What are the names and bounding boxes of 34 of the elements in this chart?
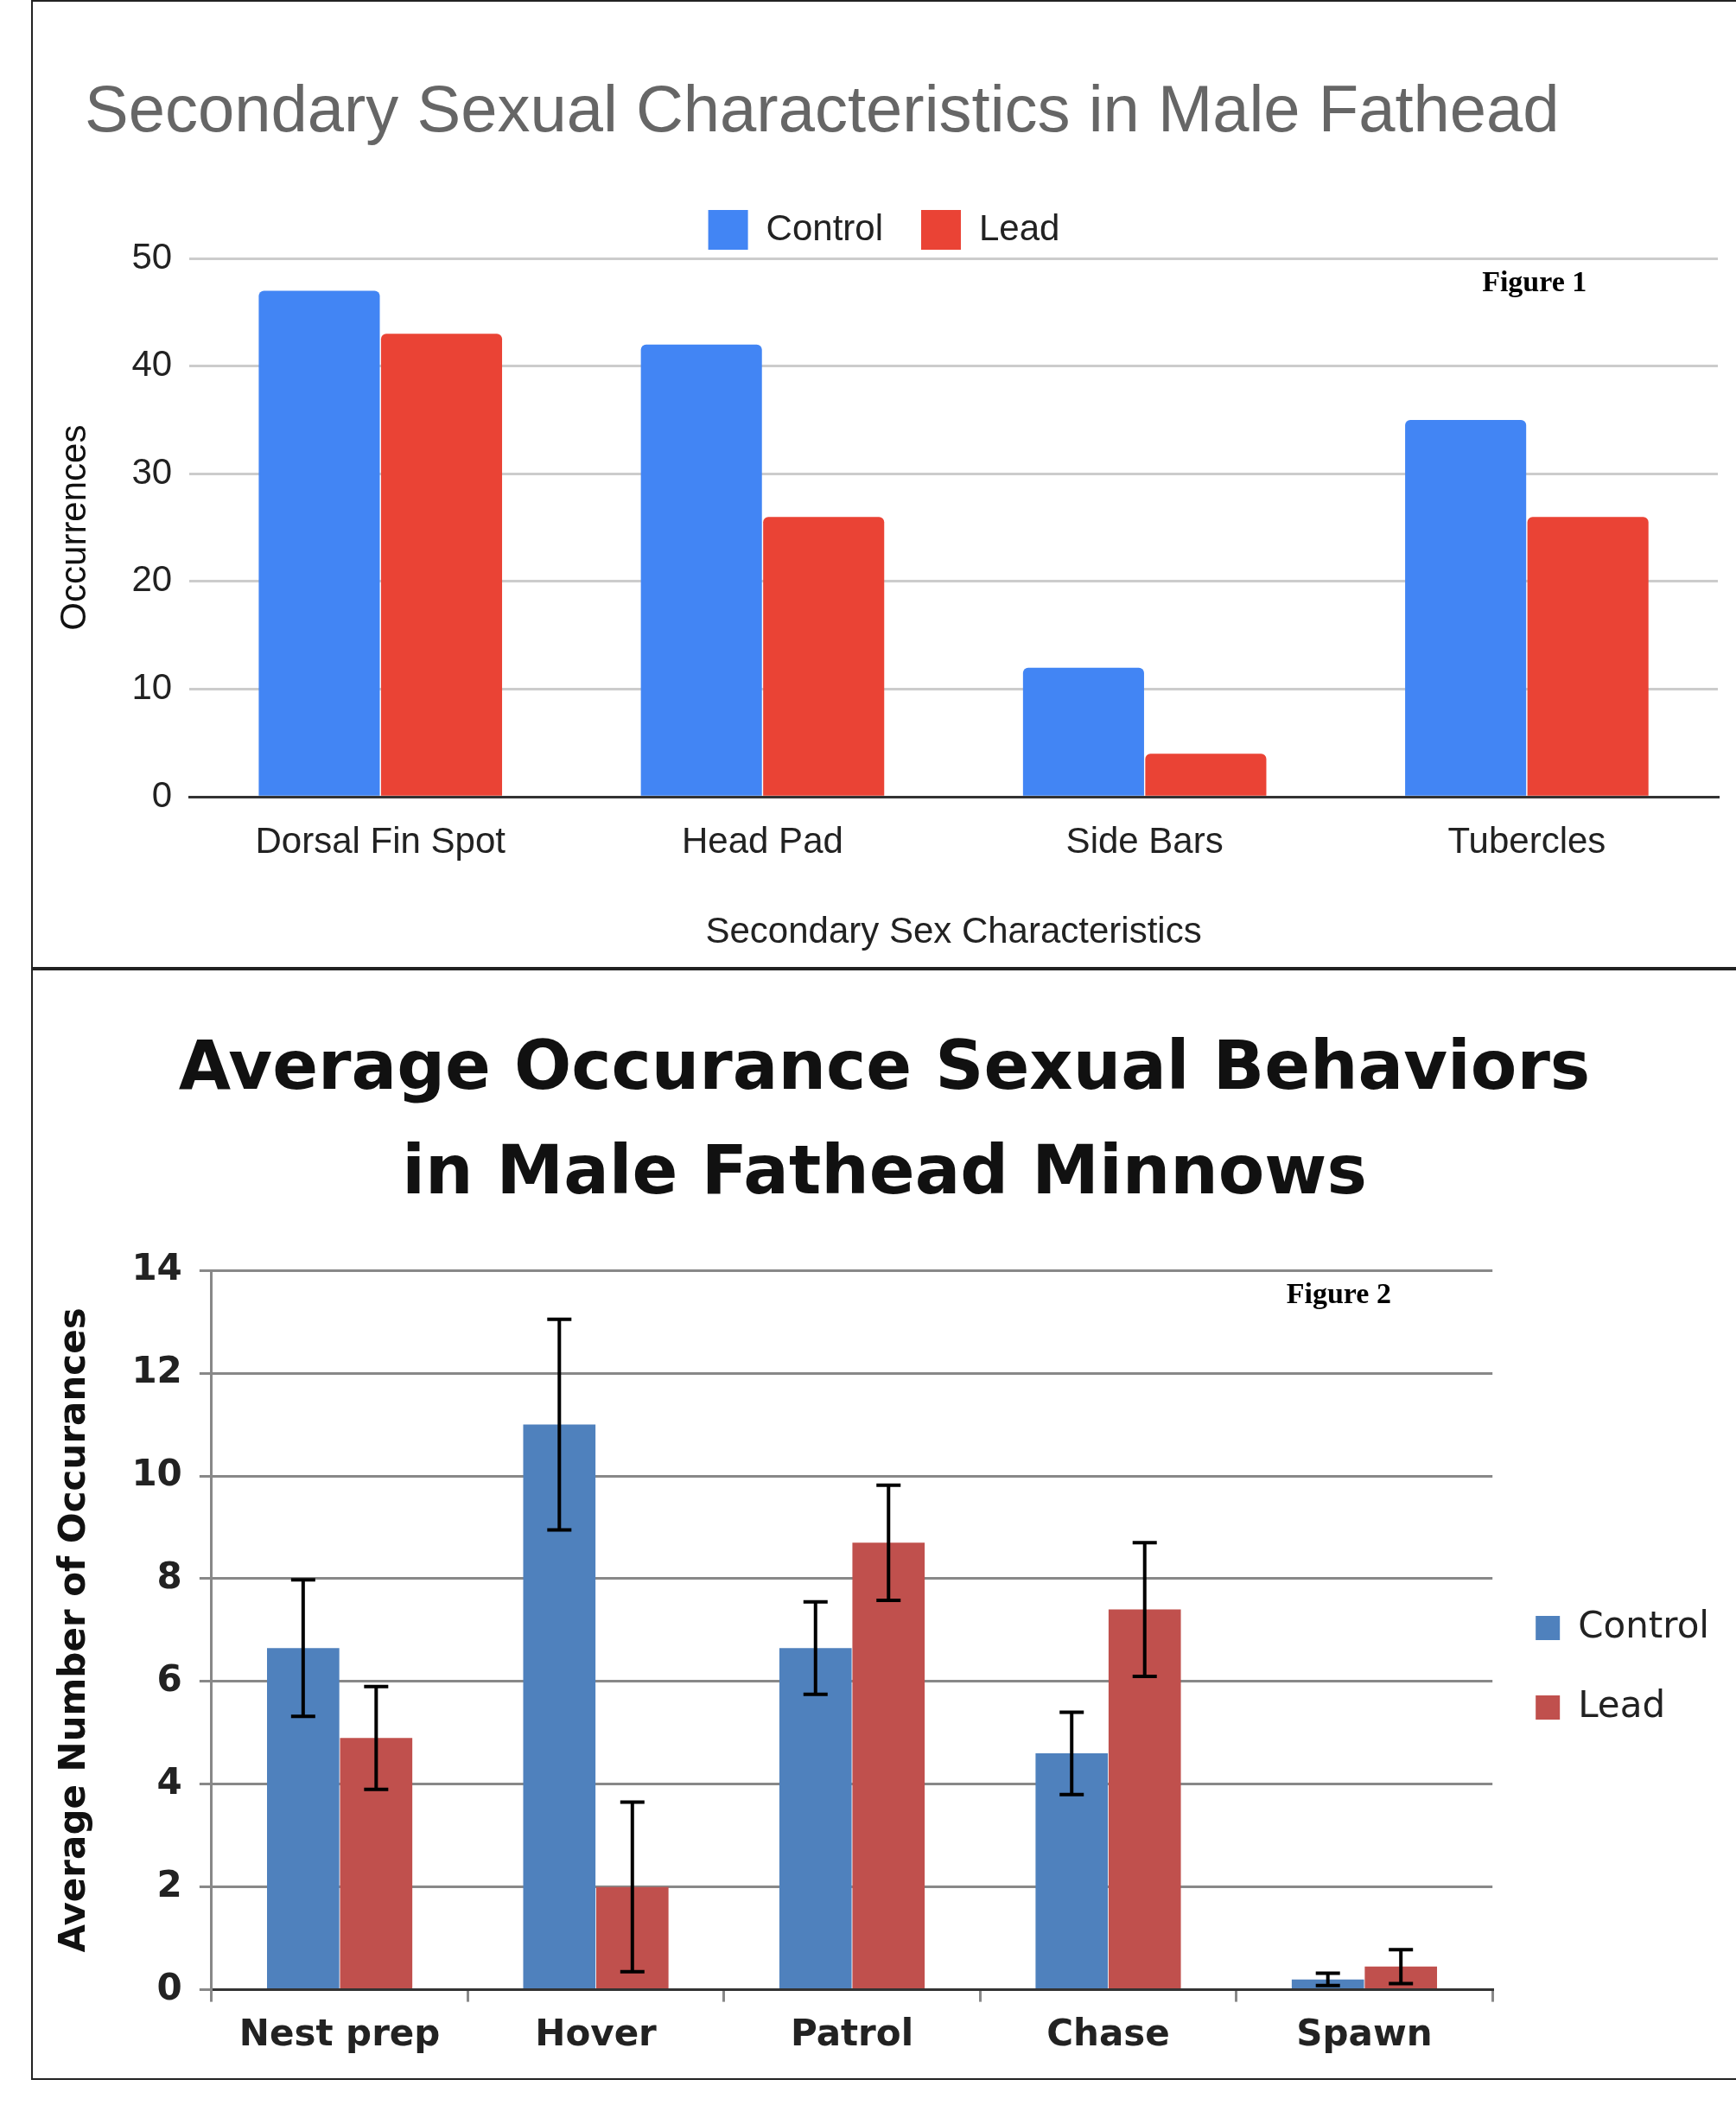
chart-title: Secondary Sexual Characteristics in Male Fathead (84, 71, 1561, 146)
y-tick-label: 0 (151, 773, 173, 815)
x-axis-title: Secondary Sex Characteristics (705, 910, 1202, 951)
x-tick-label: Dorsal Fin Spot (255, 819, 506, 861)
x-tick-label: Nest prep (238, 2011, 441, 2054)
y-tick-label: 10 (131, 1451, 182, 1494)
y-tick-label: 4 (156, 1759, 182, 1803)
chart-title: Average Occurance Sexual Behaviors in Male Fathead Minnows (177, 1026, 1592, 1211)
y-tick-label: 30 (131, 450, 173, 492)
x-tick-label: Hover (535, 2011, 658, 2054)
x-tick-label: Side Bars (1065, 819, 1224, 861)
legend-label: Lead (1578, 1682, 1666, 1726)
y-tick-label: 14 (131, 1245, 182, 1288)
legend-label: Lead (978, 207, 1060, 248)
annotation: Figure 2 (1286, 1276, 1391, 1309)
y-axis-title: Occurrences (52, 424, 93, 631)
y-tick-label: 40 (131, 343, 173, 385)
y-tick-label: 2 (156, 1862, 182, 1905)
x-tick-label: Patrol (790, 2011, 914, 2054)
y-tick-label: 20 (131, 558, 173, 600)
y-tick-label: 50 (131, 235, 173, 277)
legend-label: Control (766, 207, 883, 248)
x-tick-label: Tubercles (1447, 819, 1606, 861)
y-tick-label: 0 (156, 1965, 182, 2008)
x-tick-label: Chase (1046, 2011, 1170, 2054)
y-tick-label: 8 (156, 1554, 182, 1597)
y-tick-label: 12 (131, 1348, 182, 1391)
x-tick-label: Head Pad (682, 819, 843, 861)
x-tick-label: Spawn (1296, 2011, 1433, 2054)
legend-label: Control (1578, 1603, 1710, 1646)
y-axis-title: Average Number of Occurances (51, 1307, 94, 1953)
y-tick-label: 6 (156, 1657, 182, 1700)
y-tick-label: 10 (131, 666, 173, 708)
annotation: Figure 1 (1482, 264, 1587, 297)
